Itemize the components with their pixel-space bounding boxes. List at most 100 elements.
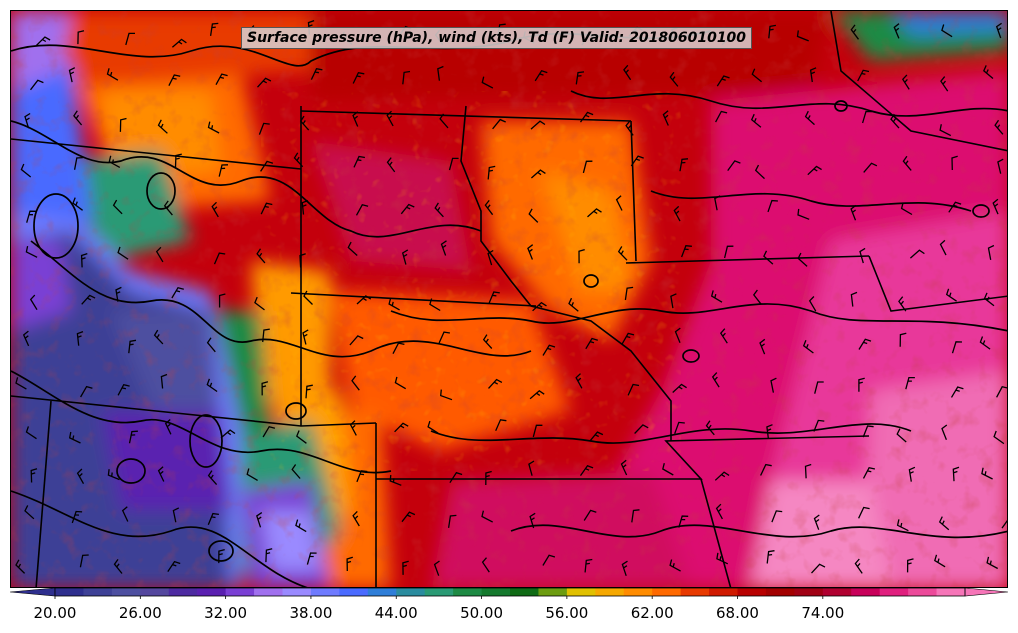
wind-barb (347, 241, 358, 256)
wind-barb (992, 198, 999, 215)
wind-barb (719, 328, 728, 344)
wind-barb (427, 420, 439, 434)
wind-barb (482, 334, 493, 349)
wind-barb (583, 509, 597, 521)
wind-barb (351, 375, 360, 391)
wind-barb (302, 329, 309, 345)
wind-barb (310, 67, 323, 80)
wind-barb (993, 430, 1005, 445)
colorbar-segment (197, 588, 227, 596)
colorbar-label: 38.00 (289, 604, 332, 622)
wind-barb (356, 295, 372, 305)
wind-barb (495, 419, 507, 432)
wind-barb (752, 289, 762, 305)
wind-barb (582, 160, 593, 174)
colorbar-label: 44.00 (375, 604, 418, 622)
wind-barb (206, 378, 218, 393)
wind-barb (940, 76, 949, 92)
wind-barb (24, 112, 31, 129)
wind-barb (485, 470, 492, 486)
wind-barb (76, 330, 84, 346)
wind-barb (814, 381, 824, 394)
wind-barb (125, 32, 135, 46)
wind-barb (987, 244, 995, 261)
wind-barb (355, 204, 369, 216)
wind-barb (710, 290, 723, 303)
wind-barb (899, 332, 907, 347)
wind-barb (996, 386, 1007, 398)
wind-barb (529, 512, 536, 529)
wind-barb (215, 73, 228, 86)
colorbar-segment (510, 588, 539, 596)
wind-barb (804, 463, 812, 479)
wind-barb (578, 248, 585, 264)
wind-barb (941, 24, 953, 38)
wind-barb (751, 68, 763, 83)
wind-barb (981, 467, 993, 480)
wind-barb (680, 245, 692, 258)
wind-barb (117, 383, 130, 396)
wind-barb (760, 463, 772, 476)
colorbar-segment (595, 588, 625, 596)
wind-barb (858, 338, 872, 350)
wind-barb (528, 460, 535, 476)
colorbar-segment (680, 588, 710, 596)
wind-barb (400, 203, 415, 215)
wind-barb (534, 70, 548, 82)
wind-barb (260, 160, 274, 172)
wind-barb (715, 110, 728, 123)
wind-barb (615, 195, 623, 211)
wind-barb (809, 67, 817, 83)
colorbar-segment (794, 588, 824, 596)
wind-barb (353, 155, 366, 168)
wind-barb (542, 344, 556, 356)
dewpoint-map: Surface pressure (hPa), wind (kts), Td (… (10, 10, 1008, 588)
wind-barb (207, 121, 220, 134)
wind-barb (950, 386, 964, 398)
colorbar-extend-max (964, 588, 1009, 597)
colorbar-segment (737, 588, 767, 596)
colorbar-segment (481, 588, 511, 596)
wind-barb (807, 165, 822, 176)
wind-barb (715, 503, 723, 520)
wind-barb (938, 516, 950, 531)
wind-barb (986, 556, 999, 570)
wind-barb (767, 199, 778, 213)
wind-barb (30, 468, 38, 483)
wind-barb (766, 550, 775, 564)
colorbar-extend-min (9, 588, 56, 597)
wind-barb (797, 208, 810, 220)
colorbar-label: 74.00 (801, 604, 844, 622)
wind-barb (621, 332, 635, 345)
wind-barb (750, 113, 762, 128)
wind-barb (945, 288, 957, 302)
wind-barb (705, 420, 715, 436)
wind-barb (68, 431, 81, 444)
wind-barb (951, 341, 963, 354)
wind-barb (160, 373, 168, 389)
wind-barb (108, 155, 121, 168)
wind-barb (256, 512, 263, 528)
wind-barb (306, 552, 317, 565)
wind-barb (896, 428, 907, 443)
wind-barb (262, 425, 276, 438)
wind-barb (121, 506, 129, 522)
wind-barb (763, 250, 774, 265)
wind-barb (863, 162, 878, 173)
map-canvas (11, 11, 1007, 587)
wind-barb (218, 548, 225, 564)
wind-barb (128, 339, 137, 354)
wind-barb (939, 124, 952, 137)
wind-barb (901, 74, 910, 90)
colorbar-segment (55, 588, 84, 596)
wind-barb (260, 202, 273, 215)
wind-barb (754, 164, 765, 180)
wind-barb (20, 163, 32, 178)
wind-barb (301, 199, 309, 215)
colorbar-segment (908, 588, 937, 596)
wind-barb (296, 430, 307, 444)
wind-barb (625, 120, 634, 136)
colorbar-segment (851, 588, 881, 596)
wind-barb (29, 294, 38, 311)
wind-barb (256, 248, 266, 264)
